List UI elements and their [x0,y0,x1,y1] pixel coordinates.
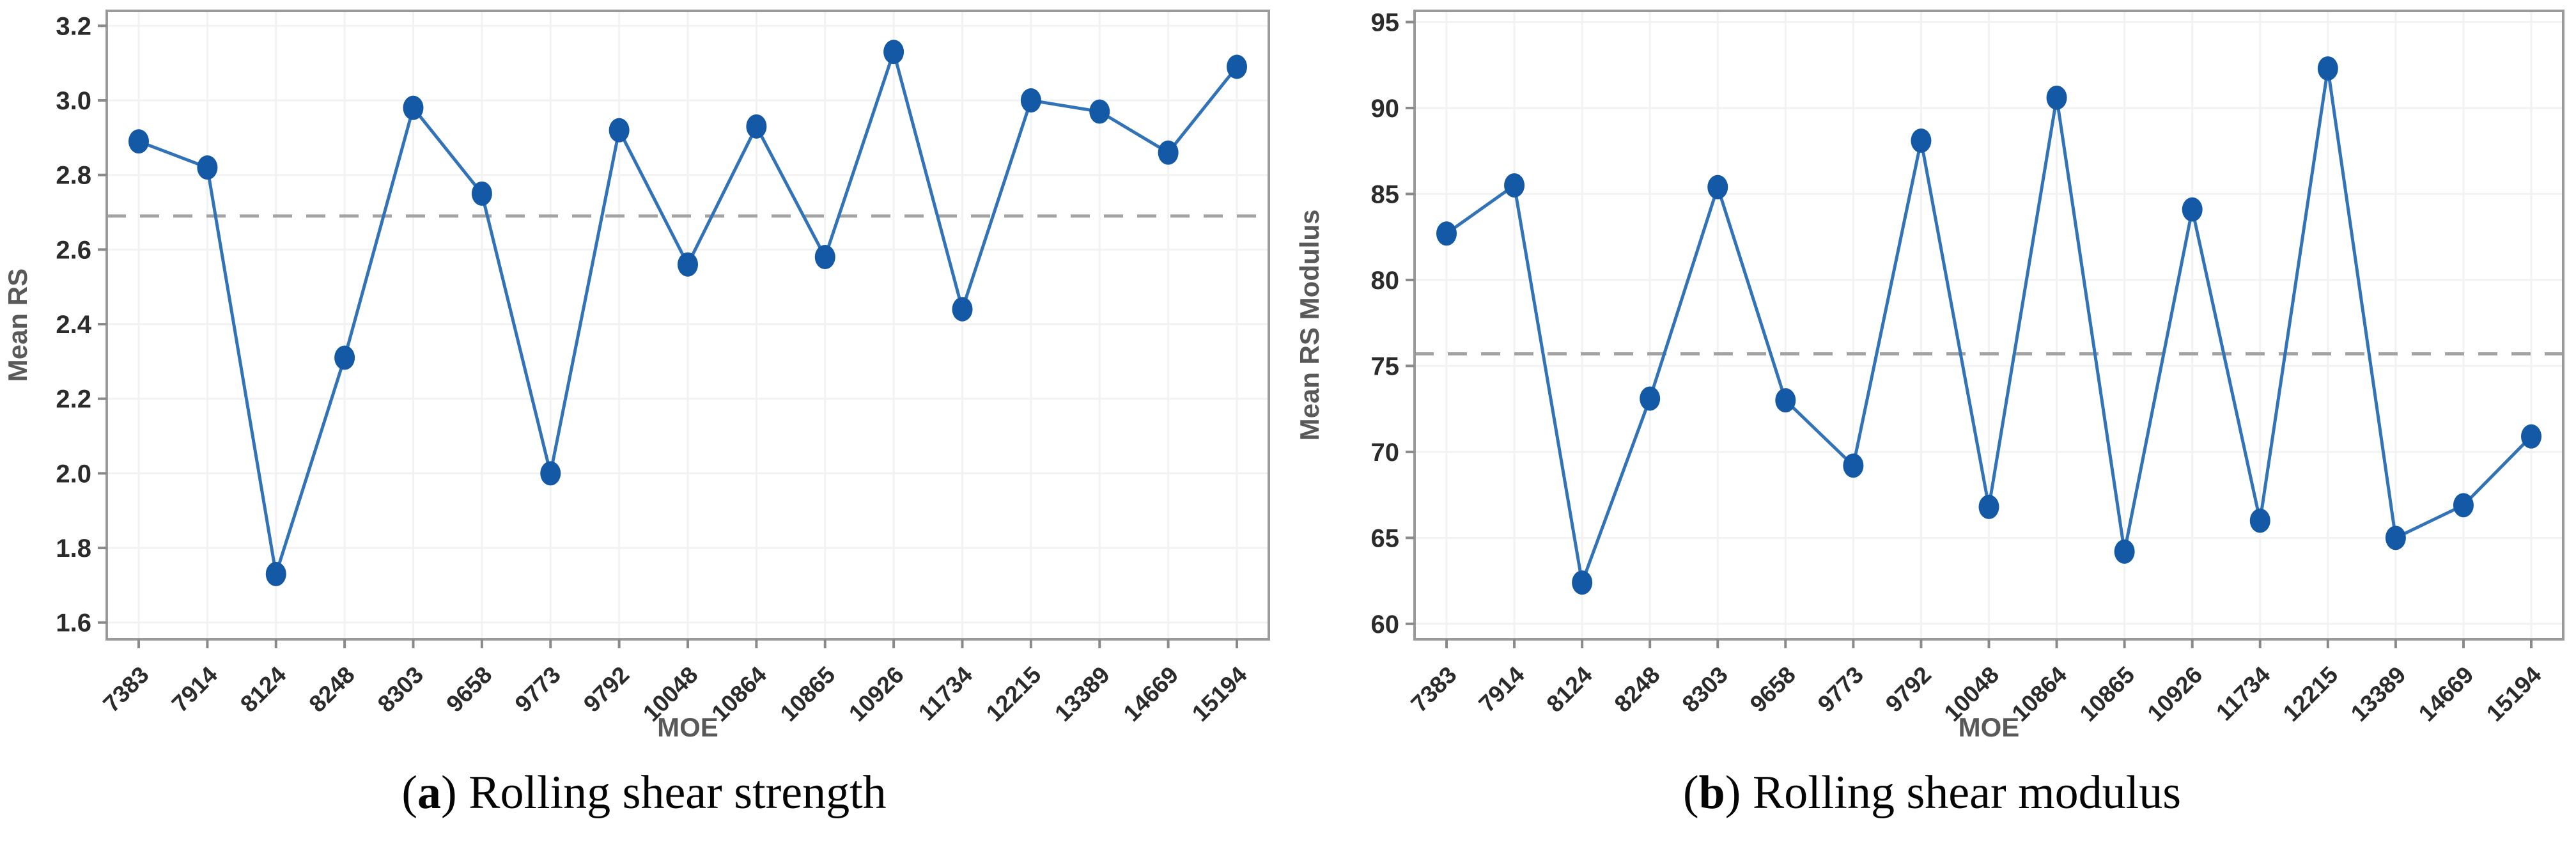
data-point-marker [265,561,286,586]
y-tick-label: 70 [1371,439,1400,467]
data-point-marker [1504,173,1525,198]
data-point-marker [2114,539,2135,564]
x-tick-label: 10926 [2143,662,2208,727]
data-point-marker [2521,424,2541,449]
data-point-marker [1978,494,1999,519]
x-tick-label: 8124 [235,661,291,717]
caption-a-paren: ( [401,767,417,819]
x-tick-label: 12215 [981,662,1046,727]
x-tick-label: 14669 [2414,662,2479,727]
panel-rolling-shear-modulus: 95 90 85 80 75 70 65 60 7383 7914 8124 8248 8303 9658… [1288,0,2576,849]
x-tick-label: 11734 [913,661,978,726]
data-point-marker [1227,54,1247,79]
data-point-marker [952,297,973,322]
x-tick-label: 10926 [844,662,909,727]
x-tick-label: 11734 [2211,661,2276,726]
data-point-marker [2385,526,2406,550]
y-tick-label: 3.2 [56,12,91,40]
data-point-marker [334,345,355,370]
panel-rolling-shear-strength: 3.2 3.0 2.8 2.6 2.4 2.2 2.0 1.8 1.6 7383 7914 8124 8… [0,10,1288,831]
data-point-marker [403,95,424,120]
x-tick-label: 8303 [373,662,428,717]
x-axis-title: MOE [657,712,718,742]
y-tick-label: 2.8 [56,162,91,190]
x-tick-label: 8248 [304,662,360,717]
x-tick-label: 7914 [1474,661,1530,717]
data-point-marker [2046,85,2067,110]
x-tick-label: 9773 [1813,662,1868,717]
data-point-marker [2453,493,2474,518]
caption-b-letter: b [1698,767,1725,819]
y-tick-label: 2.4 [56,311,91,339]
data-point-marker [1158,140,1179,165]
x-tick-label: 8124 [1542,661,1597,717]
data-point-marker [2249,508,2270,533]
x-tick-label: 8248 [1610,662,1665,717]
data-point-marker [1089,99,1110,124]
x-tick-label: 12215 [2278,662,2343,727]
x-tick-label: 15194 [1187,661,1252,726]
x-tick-label: 10865 [2075,662,2140,727]
x-tick-label: 9792 [578,662,634,717]
data-point-marker [197,155,218,180]
x-tick-label: 15194 [2481,661,2547,726]
data-point-marker [883,40,904,65]
data-point-marker [1572,570,1593,595]
y-tick-label: 60 [1371,611,1400,639]
data-point-marker [1775,388,1796,413]
x-axis-title: MOE [1959,712,2020,742]
caption-a-letter: a [417,767,441,819]
y-tick-label: 2.2 [56,386,91,414]
y-tick-label: 2.0 [56,460,91,488]
data-point-marker [678,252,698,277]
x-tick-label: 7914 [167,661,222,717]
x-tick-label: 9658 [1745,662,1801,717]
data-point-marker [2182,197,2203,222]
x-tick-label: 8303 [1677,662,1733,717]
caption-a: (a) Rolling shear strength [0,754,1288,831]
x-tick-label: 7383 [98,662,153,717]
data-point-marker [814,245,835,270]
data-point-marker [1707,175,1728,199]
caption-b-paren: ( [1682,767,1699,819]
x-tick-label: 14669 [1119,662,1184,727]
x-tick-label: 9773 [510,662,566,717]
data-point-marker [128,129,149,154]
y-tick-label: 2.6 [56,236,91,264]
x-tick-label: 13389 [2346,662,2411,727]
x-tick-label: 9658 [441,662,497,717]
caption-b: (b) Rolling shear modulus [1288,754,2576,831]
data-point-marker [471,181,492,206]
y-tick-label: 75 [1371,352,1400,380]
x-tick-label: 10865 [775,662,841,727]
y-tick-label: 65 [1371,524,1400,552]
y-tick-label: 95 [1371,8,1400,36]
data-point-marker [1843,453,1864,478]
x-tick-label: 13389 [1050,662,1115,727]
x-tick-label: 9792 [1881,662,1936,717]
data-point-marker [609,118,630,143]
caption-a-text: ) Rolling shear strength [440,767,887,819]
y-tick-label: 3.0 [56,87,91,115]
caption-b-text: ) Rolling shear modulus [1725,767,2182,819]
data-point-marker [540,461,561,486]
y-axis-title: Mean RS Modulus [1294,210,1324,441]
y-tick-label: 80 [1371,267,1400,295]
data-point-marker [1436,221,1457,246]
y-tick-label: 90 [1371,95,1400,123]
y-tick-label: 1.6 [56,609,91,637]
y-axis-title: Mean RS [3,269,33,382]
x-tick-label: 7383 [1406,662,1461,717]
data-point-marker [1911,129,1932,153]
data-point-marker [2317,56,2338,81]
data-point-marker [746,114,767,139]
data-point-marker [1020,88,1041,113]
y-tick-label: 85 [1371,180,1400,208]
y-tick-label: 1.8 [56,534,91,563]
data-point-marker [1640,386,1661,411]
